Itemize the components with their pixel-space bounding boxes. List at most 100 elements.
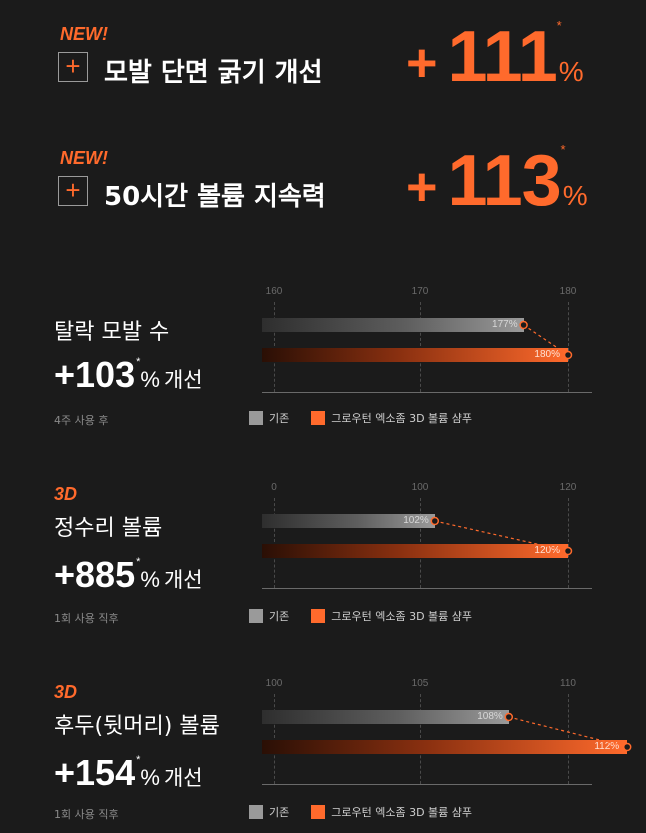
bar-after bbox=[262, 348, 568, 362]
chart-tick-label: 110 bbox=[560, 678, 576, 689]
chart-baseline bbox=[262, 588, 592, 589]
chart-tick-label: 0 bbox=[271, 482, 277, 493]
legend-item-before: 기존 bbox=[249, 410, 289, 426]
stat-word: 개선 bbox=[163, 766, 203, 790]
percent-plus: + bbox=[406, 157, 438, 217]
legend-swatch-orange bbox=[311, 609, 326, 623]
chart-connector bbox=[430, 516, 573, 556]
point-after bbox=[563, 546, 573, 556]
stat-tag-3d: 3D bbox=[54, 484, 78, 504]
legend-label: 기존 bbox=[269, 610, 290, 623]
bar-after-label: 120% bbox=[534, 545, 560, 556]
stat-number: +885 bbox=[54, 554, 136, 595]
chart-tick-label: 180 bbox=[559, 286, 577, 297]
legend-label: 그로우턴 엑소좀 3D 볼륨 샴푸 bbox=[331, 412, 473, 425]
legend-item-after: 그로우턴 엑소좀 3D 볼륨 샴푸 bbox=[311, 410, 472, 426]
asterisk: * bbox=[136, 556, 141, 568]
chart-gridline bbox=[568, 498, 569, 588]
stat-word: 개선 bbox=[163, 368, 203, 392]
stat-note: 1회 사용 직후 bbox=[54, 612, 119, 625]
connector-line bbox=[523, 324, 569, 356]
connector-line bbox=[508, 716, 628, 748]
stat-number: +154 bbox=[54, 752, 136, 793]
asterisk: * bbox=[136, 754, 141, 766]
chart-tick-label: 100 bbox=[265, 678, 283, 689]
stat-note: 1회 사용 직후 bbox=[54, 808, 119, 821]
stat-label: 정수리 볼륨 bbox=[54, 516, 163, 541]
chart-connector bbox=[504, 712, 632, 752]
chart-back-volume: 100 105 110 108% 112% bbox=[262, 678, 632, 788]
chart-baseline bbox=[262, 784, 592, 785]
stat-back-volume: 3D 후두(뒷머리) 볼륨 +154*% 개선 1회 사용 직후 100 105 11… bbox=[0, 676, 646, 826]
point-after bbox=[563, 350, 573, 360]
chart-tick-label: 160 bbox=[265, 286, 283, 297]
chart-legend: 기존 그로우턴 엑소좀 3D 볼륨 샴푸 bbox=[249, 608, 494, 626]
legend-label: 그로우턴 엑소좀 3D 볼륨 샴푸 bbox=[331, 806, 473, 819]
chart-baseline bbox=[262, 392, 592, 393]
plus-icon: + bbox=[58, 52, 88, 82]
bar-after-label: 180% bbox=[534, 349, 560, 360]
chart-gridline bbox=[274, 302, 275, 392]
stat-value: +103*% 개선 bbox=[54, 354, 203, 396]
stat-tag-3d: 3D bbox=[54, 682, 78, 702]
bar-before-label: 177% bbox=[492, 319, 518, 330]
headline-title: 모발 단면 굵기 개선 bbox=[104, 58, 323, 88]
stat-crown-volume: 3D 정수리 볼륨 +885*% 개선 1회 사용 직후 0 100 120 102% 1… bbox=[0, 480, 646, 630]
legend-swatch-orange bbox=[311, 805, 326, 819]
stat-note: 4주 사용 후 bbox=[54, 414, 109, 427]
headline-percent: +113% * bbox=[406, 140, 588, 222]
chart-tick-label: 170 bbox=[411, 286, 429, 297]
point-before bbox=[504, 712, 514, 722]
chart-gridline bbox=[420, 498, 421, 588]
chart-crown-volume: 0 100 120 102% 120% bbox=[262, 482, 592, 592]
point-after bbox=[622, 742, 632, 752]
point-before bbox=[430, 516, 440, 526]
bar-before-label: 108% bbox=[477, 711, 503, 722]
legend-swatch-orange bbox=[311, 411, 326, 425]
legend-label: 기존 bbox=[269, 412, 290, 425]
legend-item-after: 그로우턴 엑소좀 3D 볼륨 샴푸 bbox=[311, 804, 472, 820]
bar-after bbox=[262, 740, 628, 754]
bar-after bbox=[262, 544, 568, 558]
point-before bbox=[519, 320, 528, 330]
bar-after-label: 112% bbox=[594, 741, 620, 752]
stat-value: +885*% 개선 bbox=[54, 554, 203, 596]
chart-tick-label: 120 bbox=[559, 482, 577, 493]
asterisk: * bbox=[136, 356, 141, 368]
percent-unit: % bbox=[558, 56, 584, 87]
legend-swatch-gray bbox=[249, 805, 263, 819]
legend-item-before: 기존 bbox=[249, 608, 289, 624]
new-label: NEW! bbox=[60, 148, 108, 168]
chart-connector bbox=[519, 320, 573, 360]
new-label: NEW! bbox=[60, 24, 108, 44]
percent-value: 113 bbox=[447, 141, 562, 221]
headline-percent: +111% * bbox=[406, 16, 584, 98]
connector-line bbox=[434, 520, 569, 552]
stat-value: +154*% 개선 bbox=[54, 752, 203, 794]
legend-swatch-gray bbox=[249, 411, 263, 425]
stat-number: +103 bbox=[54, 354, 136, 395]
chart-legend: 기존 그로우턴 엑소좀 3D 볼륨 샴푸 bbox=[249, 410, 494, 428]
legend-item-after: 그로우턴 엑소좀 3D 볼륨 샴푸 bbox=[311, 608, 472, 624]
bar-before bbox=[262, 514, 435, 528]
headline-title: 50시간 볼륨 지속력 bbox=[104, 182, 326, 212]
asterisk: * bbox=[556, 18, 562, 33]
headline-volume-duration: NEW! + 50시간 볼륨 지속력 +113% * bbox=[0, 141, 646, 268]
chart-tick-label: 100 bbox=[411, 482, 429, 493]
bar-before bbox=[262, 710, 509, 724]
chart-hair-loss: 160 170 180 177% 180% bbox=[262, 286, 592, 396]
chart-legend: 기존 그로우턴 엑소좀 3D 볼륨 샴푸 bbox=[249, 804, 494, 822]
chart-tick-label: 105 bbox=[411, 678, 429, 689]
chart-gridline bbox=[420, 302, 421, 392]
stat-unit: % bbox=[140, 567, 160, 592]
stat-unit: % bbox=[140, 765, 160, 790]
chart-gridline bbox=[568, 302, 569, 392]
legend-label: 기존 bbox=[269, 806, 290, 819]
legend-item-before: 기존 bbox=[249, 804, 289, 820]
percent-value: 111 bbox=[447, 17, 558, 97]
chart-gridline bbox=[274, 694, 275, 784]
bar-before-label: 102% bbox=[403, 515, 429, 526]
legend-swatch-gray bbox=[249, 609, 263, 623]
asterisk: * bbox=[560, 142, 566, 157]
